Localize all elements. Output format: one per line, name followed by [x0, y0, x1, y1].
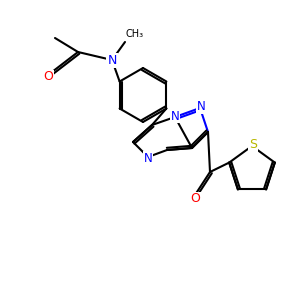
- Text: CH₃: CH₃: [126, 29, 144, 39]
- Text: N: N: [144, 152, 152, 164]
- Text: N: N: [107, 53, 117, 67]
- Text: N: N: [171, 110, 179, 122]
- Text: O: O: [43, 70, 53, 83]
- Text: N: N: [196, 100, 206, 113]
- Text: O: O: [190, 193, 200, 206]
- Text: S: S: [249, 137, 257, 151]
